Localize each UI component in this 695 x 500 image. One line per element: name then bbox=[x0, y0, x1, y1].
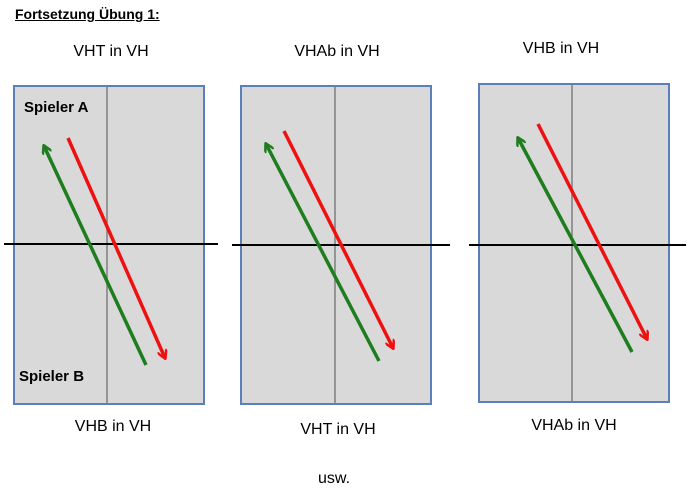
court-3-bottom-label: VHAb in VH bbox=[531, 417, 617, 434]
court-3-player-b-arrow bbox=[518, 138, 634, 353]
court-1-bottom-label: VHB in VH bbox=[74, 418, 152, 435]
player-b-label: Spieler B bbox=[19, 368, 85, 385]
court-2-player-a-arrow bbox=[282, 130, 393, 348]
exercise-heading: Fortsetzung Übung 1: bbox=[15, 6, 160, 22]
court-2-bottom-label: VHT in VH bbox=[300, 421, 376, 438]
court-2-player-b-arrow bbox=[266, 144, 381, 362]
footer-etc: usw. bbox=[317, 470, 351, 487]
court-1-player-a-arrow bbox=[66, 137, 165, 358]
court-1-player-b-arrow bbox=[44, 146, 148, 366]
player-a-label: Spieler A bbox=[24, 99, 89, 116]
court-2 bbox=[232, 85, 450, 405]
court-3-top-label: VHB in VH bbox=[522, 40, 600, 57]
court-1-top-label: VHT in VH bbox=[73, 43, 149, 60]
court-1 bbox=[4, 85, 218, 405]
court-3-player-a-arrow bbox=[536, 123, 647, 339]
court-3 bbox=[469, 83, 686, 403]
court-2-top-label: VHAb in VH bbox=[294, 43, 380, 60]
